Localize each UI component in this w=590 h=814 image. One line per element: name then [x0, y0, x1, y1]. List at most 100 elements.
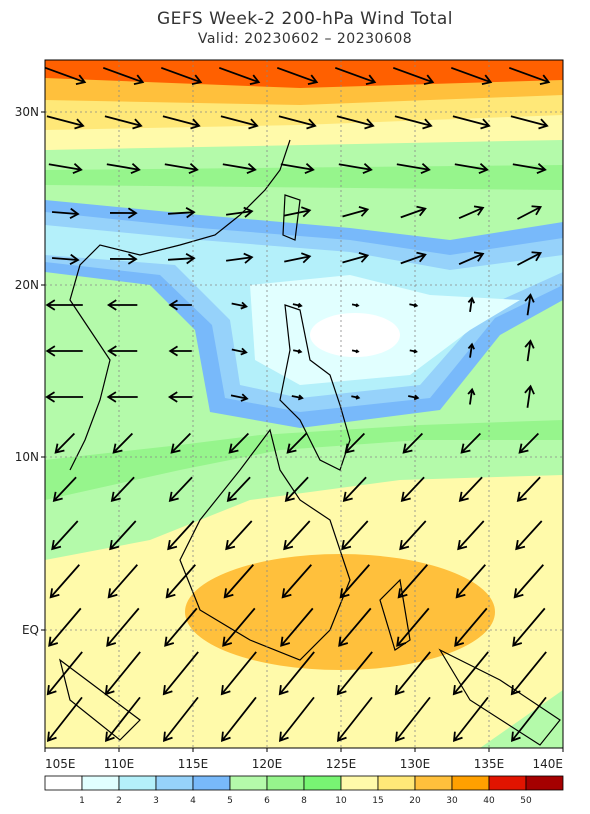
colorbar-box — [451, 775, 490, 791]
wind-arrow — [49, 564, 80, 599]
lon-label: 115E — [178, 757, 209, 771]
colorbar-box — [118, 775, 157, 791]
wind-arrow — [518, 432, 540, 454]
wind-arrow — [230, 393, 249, 402]
wind-arrow — [450, 66, 493, 86]
colorbar-box — [303, 775, 342, 791]
wind-arrow — [102, 66, 145, 86]
colorbar-label: 50 — [520, 796, 532, 806]
wind-arrow — [167, 391, 193, 403]
wind-arrow — [106, 607, 140, 647]
wind-arrow — [160, 66, 203, 86]
colorbar-label: 15 — [372, 796, 383, 806]
wind-arrow — [228, 432, 250, 454]
wind-arrow — [344, 432, 366, 454]
lon-label: 125E — [326, 757, 357, 771]
wind-arrow — [396, 163, 431, 175]
wind-arrow — [402, 432, 424, 454]
wind-arrow — [396, 607, 430, 647]
wind-arrow — [106, 391, 138, 403]
lon-label: 120E — [252, 757, 283, 771]
wind-arrow — [460, 432, 482, 454]
wind-arrow — [278, 651, 315, 696]
lon-label: 130E — [400, 757, 431, 771]
wind-arrow — [339, 564, 370, 599]
wind-arrow — [51, 520, 79, 551]
wind-arrow — [109, 207, 138, 219]
wind-arrow — [220, 651, 257, 696]
wind-arrow — [510, 651, 547, 696]
colorbar-label: 2 — [116, 796, 122, 806]
wind-arrow — [51, 253, 80, 266]
wind-arrow — [162, 115, 201, 130]
wind-arrow — [394, 115, 433, 130]
wind-arrow — [292, 302, 303, 308]
wind-arrow — [52, 476, 77, 502]
wind-arrow — [231, 301, 248, 310]
wind-arrow — [225, 206, 254, 218]
wind-arrow — [351, 349, 360, 354]
wind-arrow — [276, 66, 319, 86]
wind-arrow — [394, 696, 431, 742]
wind-arrow — [399, 520, 427, 551]
wind-arrow — [170, 432, 192, 454]
wind-arrow — [342, 476, 367, 502]
wind-arrow — [45, 66, 87, 86]
wind-arrow — [452, 115, 491, 130]
wind-arrow — [280, 607, 314, 647]
colorbar-label: 8 — [301, 796, 307, 806]
wind-arrow — [48, 607, 82, 647]
wind-arrow — [409, 349, 418, 354]
wind-arrow — [226, 476, 251, 502]
wind-arrow — [222, 163, 257, 175]
colorbar-label: 10 — [335, 796, 347, 806]
colorbar-label: 3 — [153, 796, 159, 806]
wind-arrow — [45, 391, 84, 403]
wind-arrow — [458, 476, 483, 502]
lon-label: 110E — [104, 757, 135, 771]
wind-arrow — [168, 345, 192, 357]
wind-arrow — [46, 651, 83, 696]
wind-arrow — [338, 163, 373, 175]
colorbar-label: 1 — [79, 796, 85, 806]
wind-arrow — [167, 253, 196, 265]
colorbar-box — [340, 775, 379, 791]
wind-arrow — [513, 564, 544, 599]
wind-arrow — [104, 115, 143, 130]
wind-arrow — [467, 387, 476, 405]
wind-arrow — [467, 296, 476, 312]
wind-arrow — [110, 476, 135, 502]
wind-arrow — [351, 395, 361, 400]
wind-arrow — [397, 564, 428, 599]
colorbar-label: 30 — [446, 796, 458, 806]
wind-arrow — [46, 115, 85, 130]
wind-arrow — [452, 651, 489, 696]
wind-arrow — [54, 432, 76, 454]
wind-arrow — [220, 115, 259, 130]
wind-arrow — [524, 384, 535, 408]
wind-arrow — [336, 696, 373, 742]
wind-arrow — [162, 651, 199, 696]
wind-arrow — [284, 252, 312, 264]
lat-label: 10N — [15, 450, 39, 464]
wind-arrow — [222, 607, 256, 647]
wind-arrow — [225, 252, 254, 264]
wind-arrow — [512, 163, 547, 175]
lon-label: 140E — [533, 757, 564, 771]
colorbar-label: 5 — [227, 796, 233, 806]
colorbar-box — [155, 775, 194, 791]
colorbar: 1 2 3 4 5 6 8 10 15 20 30 40 50 — [44, 775, 564, 806]
wind-arrow — [342, 252, 370, 264]
wind-arrow — [341, 520, 369, 551]
wind-arrow — [351, 303, 360, 308]
wind-arrow — [106, 299, 138, 311]
lat-label: 30N — [15, 105, 39, 119]
wind-arrow — [231, 347, 248, 356]
wind-arrow — [109, 520, 137, 551]
wind-arrow — [167, 520, 195, 551]
colorbar-label: 6 — [264, 796, 270, 806]
colorbar-box — [266, 775, 305, 791]
wind-arrow — [334, 66, 377, 86]
wind-arrow — [164, 607, 198, 647]
